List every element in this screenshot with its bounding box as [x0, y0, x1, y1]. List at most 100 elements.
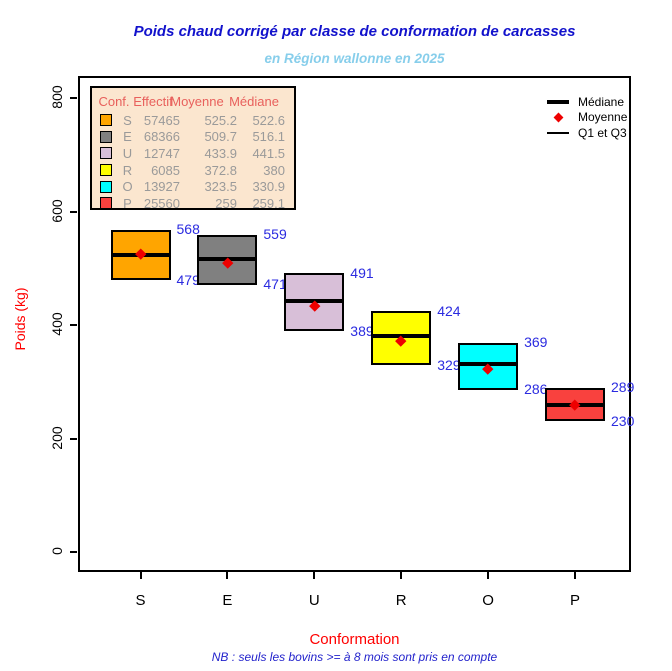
x-category-label: R — [395, 592, 407, 609]
median-line-icon — [547, 99, 569, 104]
y-tick-label: 0 — [49, 547, 65, 555]
x-tick-mark — [226, 572, 229, 579]
color-swatch — [100, 164, 112, 177]
stats-effectif: 57465 — [143, 112, 180, 128]
stats-mediane: 516.1 — [252, 129, 285, 145]
y-tick-mark — [70, 210, 77, 213]
stats-table-header-cell: Effectif — [133, 94, 173, 109]
y-tick-label: 600 — [49, 198, 65, 223]
plot-legend: Médiane Moyenne Q1 et Q3 — [546, 94, 627, 141]
stats-mediane: 522.6 — [252, 112, 285, 128]
plot-area: 568 479 559 471 491 389 424 329 369 286 289 230 Con… — [78, 76, 635, 572]
x-category-label: E — [222, 592, 233, 609]
y-tick-mark — [70, 551, 77, 553]
x-axis-title: Conformation — [309, 631, 400, 648]
stats-moyenne: 323.5 — [204, 179, 237, 195]
x-category-label: P — [569, 592, 580, 609]
q3-label-U: 491 — [350, 264, 374, 281]
x-category-label: U — [308, 592, 320, 609]
stats-effectif: 25560 — [143, 195, 180, 211]
stats-mediane: 259.1 — [252, 195, 285, 211]
x-category-label: S — [135, 592, 146, 609]
legend-label: Médiane — [578, 94, 625, 109]
color-swatch — [100, 197, 112, 210]
legend-item: Q1 et Q3 — [546, 125, 627, 141]
stats-table-row: R 6085 372.8 380 — [92, 162, 294, 179]
q1-label-O: 286 — [524, 381, 548, 398]
stats-mediane: 441.5 — [252, 145, 285, 161]
stats-table-header-cell: Conf. — [98, 94, 130, 109]
q1-label-R: 329 — [437, 356, 461, 373]
x-tick-mark — [313, 572, 316, 579]
color-swatch — [100, 114, 112, 127]
x-tick-mark — [139, 572, 142, 579]
y-axis-title: Poids (kg) — [12, 287, 28, 351]
y-tick-label: 200 — [49, 425, 65, 450]
q1-label-E: 471 — [263, 276, 287, 293]
stats-conf: P — [123, 195, 132, 211]
stats-legend-table: Conf. Effectif Moyenne Médiane S 57465 525.2 5… — [90, 86, 296, 212]
stats-table-header-cell: Moyenne — [170, 94, 224, 109]
stats-conf: S — [123, 112, 132, 128]
thick-line-icon — [546, 99, 570, 104]
stats-moyenne: 259 — [215, 195, 237, 211]
color-swatch — [100, 130, 112, 143]
thin-line-icon — [546, 131, 570, 134]
x-tick-mark — [487, 572, 490, 579]
footnote: NB : seuls les bovins >= à 8 mois sont p… — [211, 650, 498, 664]
chart-title: Poids chaud corrigé par classe de confor… — [133, 23, 576, 40]
quartile-line-icon — [547, 131, 569, 134]
legend-item: Médiane — [546, 94, 627, 110]
color-swatch-O — [100, 180, 113, 193]
x-tick-mark — [574, 572, 576, 579]
stats-table-rows: S 57465 525.2 522.6 E 68366 509.7 516.1 U 12747 43… — [92, 112, 294, 212]
color-swatch — [100, 147, 112, 160]
stats-conf: U — [122, 145, 133, 161]
stats-moyenne: 509.7 — [204, 129, 237, 145]
stats-table-row: E 68366 509.7 516.1 — [92, 129, 294, 146]
y-tick-label: 400 — [49, 312, 65, 336]
legend-label: Q1 et Q3 — [578, 125, 627, 140]
stats-mediane: 330.9 — [252, 179, 285, 195]
stats-table-header-cell: Médiane — [229, 94, 279, 109]
stats-conf: O — [122, 179, 133, 195]
stats-conf: E — [123, 129, 132, 145]
stats-table-row: P 25560 259 259.1 — [92, 195, 294, 212]
chart-subtitle: en Région wallonne en 2025 — [264, 51, 445, 66]
stats-conf: R — [122, 162, 133, 178]
stats-effectif: 12747 — [143, 145, 180, 161]
stats-moyenne: 433.9 — [204, 145, 237, 161]
q3-label-P: 289 — [611, 379, 635, 396]
stats-effectif: 6085 — [151, 162, 180, 178]
q1-label-P: 230 — [611, 412, 635, 429]
color-swatch-E — [100, 130, 113, 143]
color-swatch-R — [100, 164, 113, 177]
q3-label-R: 424 — [437, 302, 461, 319]
legend-label: Moyenne — [578, 110, 628, 125]
x-category-label: O — [482, 592, 494, 609]
stats-moyenne: 525.2 — [204, 112, 237, 128]
y-tick-mark — [70, 437, 77, 440]
y-tick-mark — [70, 97, 77, 99]
stats-moyenne: 372.8 — [204, 162, 237, 178]
color-swatch — [100, 180, 112, 193]
y-tick-mark — [70, 324, 77, 326]
color-swatch-U — [100, 147, 113, 160]
legend-item: Moyenne — [546, 110, 627, 126]
color-swatch-P — [100, 197, 113, 210]
stats-mediane: 380 — [263, 162, 285, 178]
q1-label-S: 479 — [176, 271, 200, 288]
color-swatch-S — [100, 114, 113, 127]
q3-label-E: 559 — [263, 226, 287, 243]
stats-effectif: 68366 — [143, 129, 180, 145]
stats-table-row: U 12747 433.9 441.5 — [92, 145, 294, 162]
q1-label-U: 389 — [350, 322, 374, 339]
red-diamond-icon — [546, 112, 570, 123]
mean-diamond-icon — [553, 112, 563, 123]
x-tick-mark — [400, 572, 403, 579]
stats-table-row: O 13927 323.5 330.9 — [92, 178, 294, 195]
q3-label-S: 568 — [176, 221, 200, 238]
stats-effectif: 13927 — [143, 179, 180, 195]
y-tick-label: 800 — [49, 85, 65, 109]
